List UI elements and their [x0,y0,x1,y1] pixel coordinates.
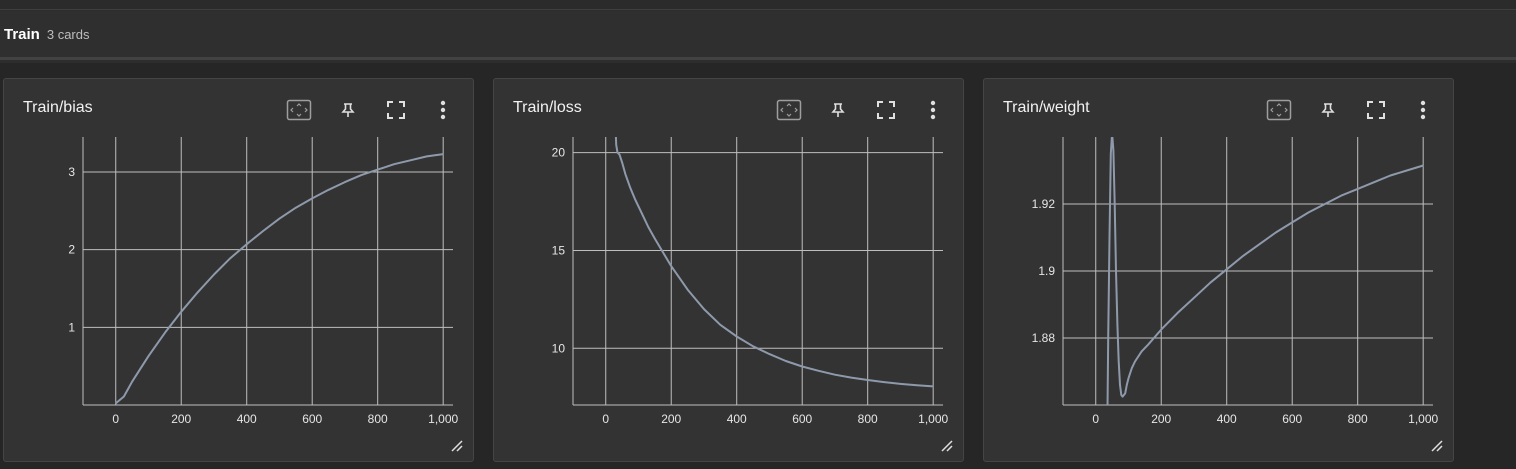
fullscreen-icon-button[interactable] [382,97,410,123]
series-line [614,137,934,388]
pin-icon [341,103,355,117]
resize-handle-icon[interactable] [941,439,953,452]
fit-domain-icon-button[interactable] [285,97,313,123]
card-title: Train/weight [1003,99,1090,116]
fit-domain-icon-button[interactable] [775,97,803,123]
fullscreen-icon [877,101,895,119]
x-tick-label: 1,000 [1408,412,1438,426]
card-group-header[interactable]: Train 3 cards [0,11,1516,60]
pin-icon [1321,103,1335,117]
x-tick-label: 600 [1282,412,1302,426]
fit-domain-icon [1266,99,1292,121]
group-title: Train [4,25,40,43]
y-tick-label: 1 [68,320,75,334]
scalar-card-loss: 0 200 400 600 800 1,000 10 15 20 Train/loss [493,78,964,462]
more-vert-icon [930,100,936,120]
series-line [115,153,444,405]
x-tick-label: 200 [171,412,191,426]
line-chart: 0 200 400 600 800 1,000 1 2 3 [68,137,459,426]
top-strip [0,0,1516,10]
y-tick-label: 10 [552,341,566,355]
series-line [1106,137,1424,405]
y-tick-label: 20 [552,146,566,160]
y-tick-label: 3 [68,165,75,179]
x-tick-label: 1,000 [428,412,458,426]
more-vert-icon-button[interactable] [1409,97,1437,123]
fullscreen-icon-button[interactable] [1362,97,1390,123]
fullscreen-icon [387,101,405,119]
x-tick-label: 800 [1348,412,1368,426]
x-tick-label: 0 [602,412,609,426]
cards-area: 0 200 400 600 800 1,000 1 2 3 Train/bias 0 200 400… [0,63,1516,469]
x-tick-label: 800 [858,412,878,426]
more-vert-icon [440,100,446,120]
line-chart: 0 200 400 600 800 1,000 10 15 20 [552,137,949,426]
x-tick-label: 400 [1217,412,1237,426]
x-tick-label: 1,000 [918,412,948,426]
resize-handle-icon[interactable] [451,439,463,452]
x-tick-label: 600 [792,412,812,426]
x-tick-label: 0 [112,412,119,426]
more-vert-icon-button[interactable] [429,97,457,123]
pin-icon-button[interactable] [334,97,362,123]
x-tick-label: 400 [727,412,747,426]
fit-domain-icon [776,99,802,121]
x-tick-label: 400 [237,412,257,426]
x-tick-label: 800 [368,412,388,426]
pin-icon [831,103,845,117]
y-tick-label: 15 [552,243,566,257]
pin-icon-button[interactable] [1314,97,1342,123]
resize-handle-icon[interactable] [1431,439,1443,452]
more-vert-icon-button[interactable] [919,97,947,123]
fit-domain-icon [286,99,312,121]
line-chart: 0 200 400 600 800 1,000 1.88 1.9 1.92 [1032,137,1439,426]
y-tick-label: 2 [68,243,75,257]
x-tick-label: 200 [661,412,681,426]
more-vert-icon [1420,100,1426,120]
x-tick-label: 200 [1151,412,1171,426]
scalar-card-bias: 0 200 400 600 800 1,000 1 2 3 Train/bias [3,78,474,462]
fullscreen-icon [1367,101,1385,119]
x-tick-label: 0 [1092,412,1099,426]
scalar-card-weight: 0 200 400 600 800 1,000 1.88 1.9 1.92 Train/weig… [983,78,1454,462]
fullscreen-icon-button[interactable] [872,97,900,123]
y-tick-label: 1.9 [1038,264,1055,278]
pin-icon-button[interactable] [824,97,852,123]
group-card-count: 3 cards [46,26,90,42]
card-title: Train/bias [23,99,93,116]
y-tick-label: 1.92 [1032,197,1056,211]
y-tick-label: 1.88 [1032,331,1056,345]
x-tick-label: 600 [302,412,322,426]
card-title: Train/loss [513,99,582,116]
fit-domain-icon-button[interactable] [1265,97,1293,123]
